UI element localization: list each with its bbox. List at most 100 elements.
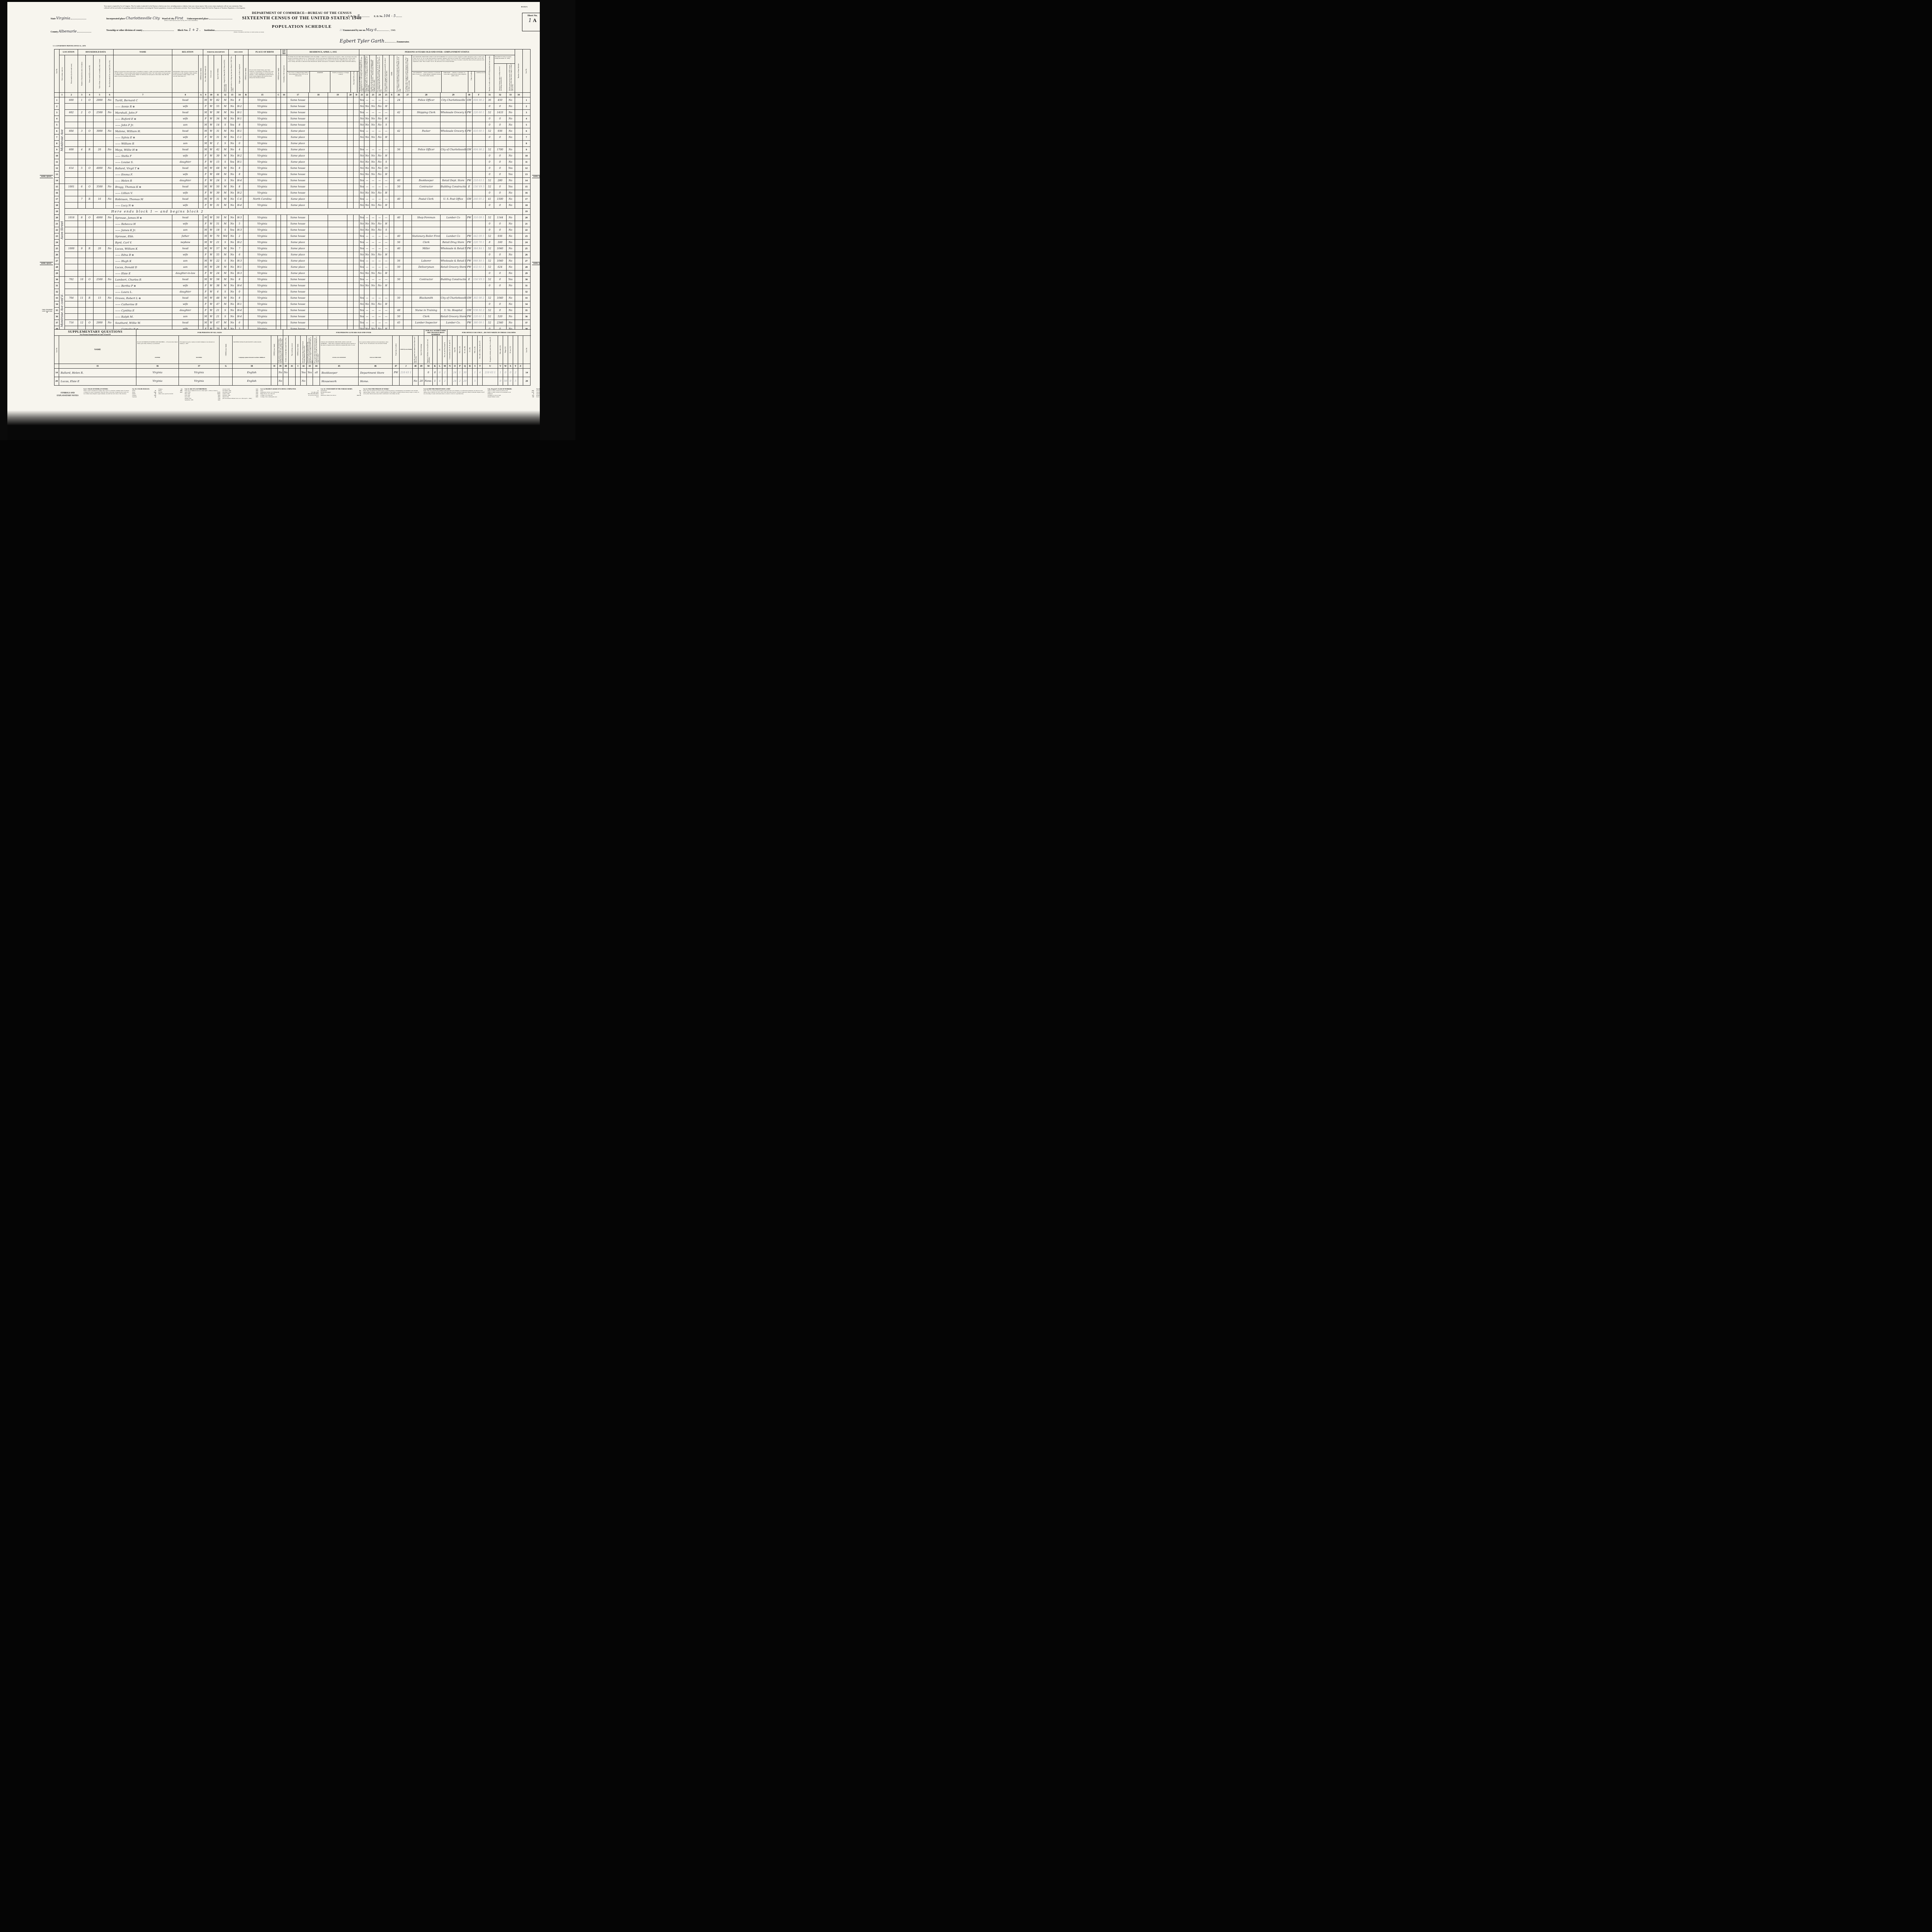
cell-cD	[353, 134, 360, 141]
cell-e2: —	[369, 214, 377, 221]
sup-cell-o3: 24	[452, 377, 458, 386]
cell-x: M	[203, 122, 209, 128]
cell-ot: No	[506, 128, 515, 134]
footnote-body: Enter age of children born on or after A…	[185, 390, 218, 391]
cell-e4: —	[383, 97, 390, 104]
cell-ot: No	[506, 196, 515, 202]
cell-in: Building Construction	[440, 184, 466, 190]
cell-cA	[198, 301, 204, 308]
cell-m: M	[221, 184, 229, 190]
cell-o	[85, 177, 94, 184]
sub-label: Amount of money wages or salary received…	[494, 63, 507, 92]
sup-header-cell: Gr. com. (B)	[462, 335, 468, 364]
sup-cell-ch	[271, 368, 278, 377]
footnote-item-code: C-1, C-2, C-3, C-4	[308, 395, 318, 396]
vertical-label: Were deductions for Federal Old-Age Insu…	[307, 337, 313, 363]
cell-x: M	[203, 264, 209, 270]
cell-e4: —	[383, 276, 390, 283]
cell-h	[64, 221, 78, 227]
cell-in	[440, 159, 466, 165]
cell-v: 4000	[93, 214, 106, 221]
cell-o	[85, 159, 94, 165]
cell-s: No	[228, 177, 236, 184]
sup-cell-o8: 4	[477, 368, 483, 377]
cell-f	[105, 202, 114, 209]
cell-pb: Virginia	[248, 239, 277, 246]
cell-fm	[347, 202, 354, 209]
sub-label: INDUSTRY — Industry or business, as— cot…	[442, 71, 469, 92]
cell-e3: —	[376, 214, 383, 221]
cell-e4: —	[383, 239, 390, 246]
sup-group: FOR ALL WOMEN WHO ARE OR HAVE BEEN MARRI…	[424, 329, 448, 336]
cell-rel: wife	[172, 301, 199, 308]
cell-g: H-1	[235, 159, 244, 165]
cell-hr	[394, 252, 404, 258]
cell-name: —— Louise S.	[113, 159, 173, 165]
vertical-label: CODE (Leave blank)	[274, 344, 276, 356]
cell-e0: Yes	[359, 307, 365, 314]
cell-m: M	[221, 270, 229, 277]
cell-in	[440, 227, 466, 233]
cell-cD	[353, 116, 360, 122]
cell-wk: 0	[485, 252, 494, 258]
cell-x: M	[203, 140, 209, 147]
cell-a: 38	[214, 109, 222, 116]
cell-v: 2500	[93, 109, 106, 116]
cell-in	[440, 134, 466, 141]
suppl-quest-stamp-right-29: SUPPL. QUEST.	[532, 262, 545, 265]
cell-cA	[198, 122, 204, 128]
cell-cC	[276, 245, 281, 252]
cell-e0: Yes	[359, 320, 365, 326]
cell-hr: 56	[394, 146, 404, 153]
cell-fm	[347, 159, 354, 165]
column-number: 19	[328, 92, 348, 97]
footnote-item-code: 0/12	[255, 396, 258, 398]
cell-st	[328, 233, 348, 240]
cell-cit	[281, 103, 287, 110]
sup-header-cell: Color and nat. (10, 15, 36, and 37)	[447, 335, 453, 364]
cell-r: W	[208, 252, 214, 258]
cell-e1	[364, 140, 370, 147]
cell-x: M	[203, 239, 209, 246]
unincorporated-label: Unincorporated place	[187, 18, 209, 20]
cell-n	[78, 171, 86, 178]
cell-rel: head	[172, 196, 199, 202]
cell-cB	[243, 153, 249, 159]
cell-x: M	[203, 97, 209, 104]
cell-e1: No	[364, 270, 370, 277]
cell-v	[93, 177, 106, 184]
cell-g: 8	[235, 122, 244, 128]
vertical-label: Age at first marriage	[420, 344, 422, 355]
cell-wg: 1700	[493, 146, 507, 153]
cell-s: No	[228, 313, 236, 320]
cell-e2: —	[369, 320, 377, 326]
line-number-left: 15	[54, 184, 60, 190]
line-number-right: 32	[522, 289, 531, 295]
cell-e0: Yes	[359, 276, 365, 283]
cell-wk: 0	[485, 153, 494, 159]
sub-label: Class of worker	[468, 71, 475, 92]
cell-du	[403, 97, 412, 104]
enumeration-date: May 6	[366, 28, 377, 32]
footnote-item-code: 1/12	[255, 395, 258, 396]
header-cell: Citizenship of the foreign born	[281, 55, 287, 93]
cell-cit	[281, 270, 287, 277]
cell-in: U. Va. Hospital	[440, 307, 466, 314]
line-number-left: 18	[54, 202, 60, 209]
cell-st	[328, 146, 348, 153]
cell-ot	[506, 289, 515, 295]
cell-hr	[394, 165, 404, 172]
cell-e1: —	[364, 245, 370, 252]
line-number-right: 17	[522, 196, 531, 202]
cell-e3: —	[376, 320, 383, 326]
cell-st	[328, 122, 348, 128]
sup-header-cell: MOTHER TONGUE (OR NATIVE LANGUAGE) Langua…	[232, 335, 272, 364]
cell-a: 14	[214, 122, 222, 128]
cell-cC	[276, 165, 281, 172]
cell-cD	[353, 276, 360, 283]
column-number: 20	[347, 92, 354, 97]
footnote-item: Korean Kor	[158, 391, 182, 393]
schedule-row-26: 26 —— Edna B ⊗ wife F W 55 M No 6 Virginia Same pl…	[54, 252, 531, 258]
cell-x: F	[203, 134, 209, 141]
cell-f	[105, 159, 114, 165]
